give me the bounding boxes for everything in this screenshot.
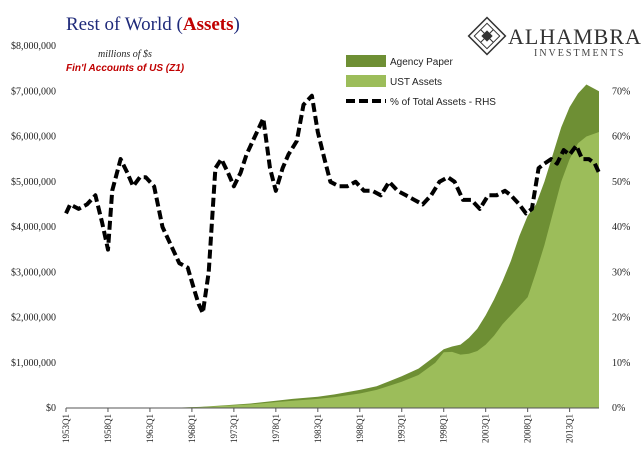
x-tick-label: 1978Q1 [271, 414, 281, 443]
title-emphasis: Assets [183, 14, 234, 35]
x-tick-label: 1983Q1 [313, 414, 323, 443]
units-note: millions of $s [98, 49, 152, 60]
x-tick-label: 2003Q1 [481, 414, 491, 443]
y2-tick-label: 70% [612, 86, 630, 97]
chart-title: Rest of World (Assets) [66, 14, 240, 35]
y2-tick-label: 0% [612, 403, 625, 414]
x-tick-label: 1998Q1 [439, 414, 449, 443]
legend: Agency Paper UST Assets % of Total Assets … [346, 55, 496, 108]
y-tick-label: $7,000,000 [11, 86, 56, 97]
legend-swatch [346, 55, 386, 67]
x-tick-label: 1958Q1 [103, 414, 113, 443]
y-tick-label: $5,000,000 [11, 177, 56, 188]
title-suffix: ) [234, 14, 240, 35]
y-tick-label: $8,000,000 [11, 41, 56, 52]
brand-logo: ALHAMBRA INVESTMENTS [467, 16, 641, 59]
y2-tick-label: 30% [612, 267, 630, 278]
x-tick-label: 1993Q1 [397, 414, 407, 443]
y2-tick-label: 40% [612, 222, 630, 233]
y2-tick-label: 10% [612, 358, 630, 369]
y-tick-label: $4,000,000 [11, 222, 56, 233]
x-tick-label: 1973Q1 [229, 414, 239, 443]
x-tick-label: 1968Q1 [187, 414, 197, 443]
line-pct-total-assets [64, 93, 601, 315]
legend-label: Agency Paper [390, 57, 453, 68]
legend-label: % of Total Assets - RHS [390, 97, 496, 108]
left-axis-ticks: $0 $1,000,000 $2,000,000 $3,000,000 $4,000,0… [11, 41, 56, 414]
legend-swatch [346, 75, 386, 87]
diamond-logo-icon [467, 16, 507, 56]
x-tick-label: 1953Q1 [61, 414, 71, 443]
y-tick-label: $2,000,000 [11, 313, 56, 324]
y-tick-label: $1,000,000 [11, 358, 56, 369]
right-axis-ticks: 0% 10% 20% 30% 40% 50% 60% 70% [612, 86, 630, 414]
x-axis-ticks: 1953Q1 1958Q1 1963Q1 1968Q1 1973Q1 1978Q1 1983… [61, 408, 575, 443]
dash-series [64, 93, 601, 315]
y2-tick-label: 60% [612, 132, 630, 143]
area-series [66, 84, 599, 408]
y-tick-label: $0 [46, 403, 56, 414]
title-prefix: Rest of World ( [66, 14, 183, 35]
y2-tick-label: 50% [612, 177, 630, 188]
source-note: Fin'l Accounts of US (Z1) [66, 63, 185, 74]
y2-tick-label: 20% [612, 313, 630, 324]
y-tick-label: $3,000,000 [11, 267, 56, 278]
brand-name: ALHAMBRA [508, 24, 641, 49]
area-ust-assets [66, 132, 599, 408]
x-tick-label: 2008Q1 [523, 414, 533, 443]
y-tick-label: $6,000,000 [11, 132, 56, 143]
x-tick-label: 1963Q1 [145, 414, 155, 443]
x-tick-label: 1988Q1 [355, 414, 365, 443]
brand-sub: INVESTMENTS [534, 48, 625, 59]
x-tick-label: 2013Q1 [565, 414, 575, 443]
legend-label: UST Assets [390, 77, 442, 88]
